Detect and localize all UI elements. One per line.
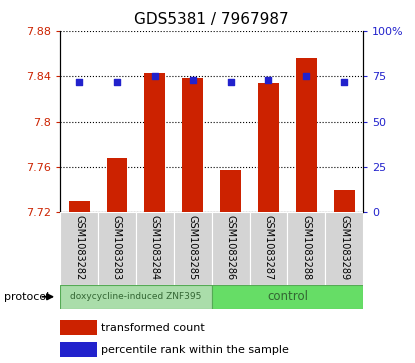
Point [189, 77, 196, 83]
Bar [136, 212, 174, 285]
Bar [60, 320, 97, 335]
Bar [107, 158, 127, 212]
Point [151, 73, 158, 79]
Text: GSM1083288: GSM1083288 [301, 215, 311, 280]
Text: GSM1083284: GSM1083284 [150, 215, 160, 280]
Text: GSM1083283: GSM1083283 [112, 215, 122, 280]
Bar [98, 212, 136, 285]
Bar [287, 212, 325, 285]
Bar [258, 83, 279, 212]
Point [114, 79, 120, 85]
Point [341, 79, 347, 85]
Text: GSM1083287: GSM1083287 [264, 215, 273, 281]
Text: GSM1083282: GSM1083282 [74, 215, 84, 281]
Text: GSM1083285: GSM1083285 [188, 215, 198, 281]
Point [303, 73, 310, 79]
Bar [325, 212, 363, 285]
Text: GSM1083289: GSM1083289 [339, 215, 349, 280]
Bar [182, 78, 203, 212]
Bar [249, 212, 287, 285]
Text: transformed count: transformed count [101, 323, 205, 333]
Bar [60, 342, 97, 357]
Text: percentile rank within the sample: percentile rank within the sample [101, 345, 289, 355]
Bar [296, 58, 317, 212]
Bar [212, 212, 249, 285]
Bar [212, 285, 363, 309]
Bar [220, 170, 241, 212]
Bar [60, 212, 98, 285]
Bar [334, 189, 354, 212]
Point [265, 77, 272, 83]
Bar [174, 212, 212, 285]
Text: protocol: protocol [4, 292, 49, 302]
Point [227, 79, 234, 85]
Bar [60, 285, 212, 309]
Bar [144, 73, 165, 212]
Text: GSM1083286: GSM1083286 [226, 215, 236, 280]
Text: doxycycline-induced ZNF395: doxycycline-induced ZNF395 [70, 292, 202, 301]
Bar [69, 201, 90, 212]
Point [76, 79, 83, 85]
Text: control: control [267, 290, 308, 303]
Title: GDS5381 / 7967987: GDS5381 / 7967987 [134, 12, 289, 27]
